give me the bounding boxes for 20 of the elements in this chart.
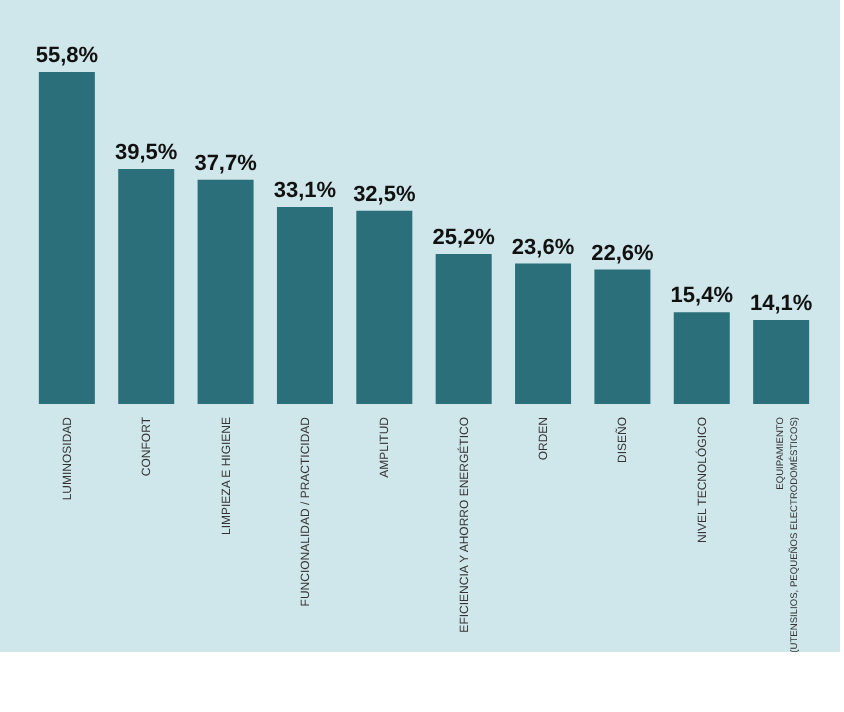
data-label: 33,1% bbox=[273, 179, 337, 204]
bar bbox=[118, 168, 175, 404]
data-label: 32,5% bbox=[353, 182, 416, 207]
data-label: 22,6% bbox=[591, 241, 655, 266]
bar bbox=[38, 72, 95, 404]
data-label: 25,2% bbox=[432, 226, 496, 251]
data-label: 23,6% bbox=[511, 235, 575, 260]
bar bbox=[356, 210, 413, 404]
data-label: 14,1% bbox=[749, 292, 813, 317]
data-label: 39,5% bbox=[115, 140, 178, 165]
bar bbox=[515, 263, 572, 404]
bar bbox=[197, 179, 254, 404]
data-label: 55,8% bbox=[35, 44, 99, 68]
bar bbox=[753, 320, 810, 404]
data-label: 37,7% bbox=[194, 151, 258, 176]
data-label: 15,4% bbox=[670, 284, 734, 309]
bar bbox=[673, 312, 730, 404]
bar bbox=[435, 254, 492, 404]
bar bbox=[276, 207, 333, 404]
bar bbox=[594, 269, 651, 404]
